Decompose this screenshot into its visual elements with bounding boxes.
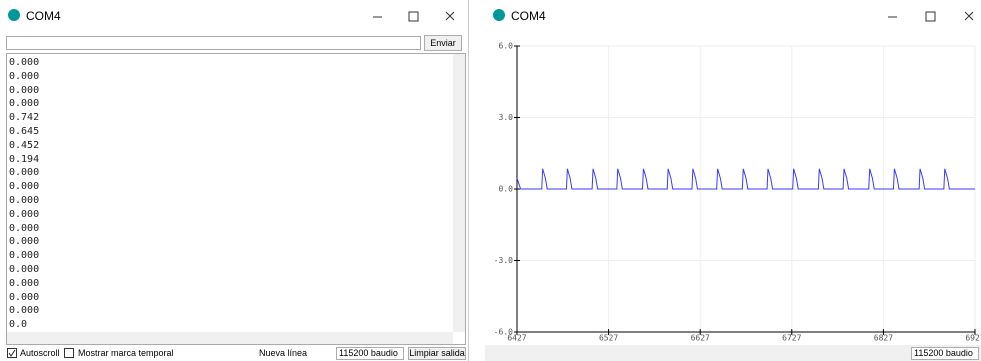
x-tick-label: 6527 xyxy=(599,334,618,343)
output-line: 0.645 xyxy=(9,125,39,139)
x-tick-label: 6927 xyxy=(965,334,981,343)
output-line: 0.000 xyxy=(9,56,39,70)
autoscroll-label: Autoscroll xyxy=(20,348,60,358)
y-tick-label: -6.0 xyxy=(494,328,513,337)
output-line: 0.000 xyxy=(9,166,39,180)
window-title: COM4 xyxy=(26,9,61,23)
output-line: 0.000 xyxy=(9,97,39,111)
output-line: 0.000 xyxy=(9,84,39,98)
window-controls[interactable] xyxy=(885,8,975,24)
line-ending-select[interactable]: Nueva línea xyxy=(256,347,333,360)
timestamp-checkbox[interactable] xyxy=(64,348,74,358)
x-tick-label: 6827 xyxy=(874,334,893,343)
output-line: 0.000 xyxy=(9,235,39,249)
serial-plotter: COM4 6427652766276727682769276.03.00.0-3… xyxy=(485,0,981,361)
output-line: 0.000 xyxy=(9,291,39,305)
data-line xyxy=(517,169,975,189)
timestamp-label: Mostrar marca temporal xyxy=(78,348,174,358)
output-line: 0.000 xyxy=(9,304,39,318)
output-line: 0.000 xyxy=(9,194,39,208)
y-tick-label: 0.0 xyxy=(499,185,514,194)
baud-select[interactable]: 115200 baudio xyxy=(911,347,979,360)
y-tick-label: 6.0 xyxy=(499,42,514,51)
output-line: 0.742 xyxy=(9,111,39,125)
output-line: 0.194 xyxy=(9,153,39,167)
status-bar xyxy=(485,345,981,361)
output-line: 0.000 xyxy=(9,222,39,236)
baud-select[interactable]: 115200 baudio xyxy=(336,347,404,360)
output-line: 0.000 xyxy=(9,249,39,263)
vertical-scrollbar[interactable] xyxy=(453,54,465,332)
output-line: 0.452 xyxy=(9,139,39,153)
y-tick-label: 3.0 xyxy=(499,113,514,122)
page: COM4 Enviar 0.0000.0000.0000.0000.7420.6… xyxy=(0,0,981,361)
plot: 6427652766276727682769276.03.00.0-3.0-6.… xyxy=(485,30,981,344)
app-icon xyxy=(493,9,505,21)
x-tick-label: 6727 xyxy=(782,334,801,343)
x-tick-label: 6627 xyxy=(691,334,710,343)
window-title: COM4 xyxy=(511,9,546,23)
output-line: 0.000 xyxy=(9,208,39,222)
output-line: 0.000 xyxy=(9,180,39,194)
autoscroll-checkbox[interactable] xyxy=(7,348,17,358)
output-line: 0.000 xyxy=(9,277,39,291)
input-box[interactable] xyxy=(6,36,421,50)
clear-button[interactable]: Limpiar salida xyxy=(408,347,466,360)
output-line: 0.0 xyxy=(9,318,39,332)
output-line: 0.000 xyxy=(9,263,39,277)
output-line: 0.000 xyxy=(9,70,39,84)
horizontal-scrollbar[interactable] xyxy=(7,332,453,344)
y-tick-label: -3.0 xyxy=(494,256,513,265)
window-controls[interactable] xyxy=(370,8,460,24)
app-icon xyxy=(8,9,20,21)
send-button[interactable]: Enviar xyxy=(424,35,462,51)
